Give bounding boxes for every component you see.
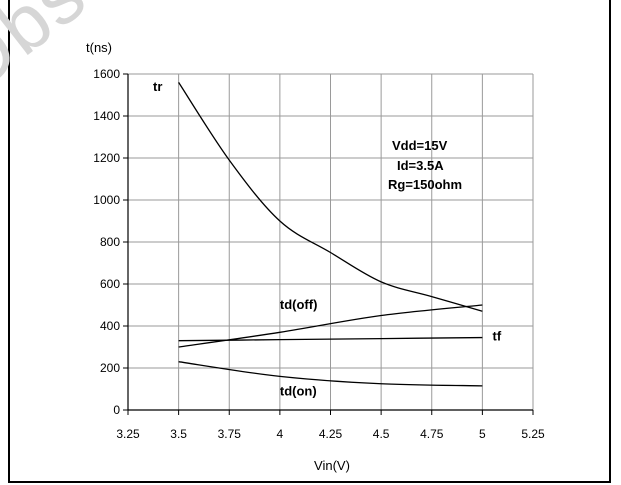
x-tick-label-5.25: 5.25 (521, 427, 545, 441)
x-tick-label-3.25: 3.25 (116, 427, 140, 441)
series-label-tdoff: td(off) (280, 297, 318, 312)
x-tick-label-4.75: 4.75 (420, 427, 444, 441)
series-line-tf (178, 336, 483, 342)
x-tick-label-4.25: 4.25 (319, 427, 343, 441)
y-tick-label-1200: 1200 (93, 151, 120, 165)
y-tick-label-600: 600 (100, 277, 120, 291)
x-tick-label-4.5: 4.5 (373, 427, 390, 441)
tick-labels: 3.25 3.5 3.75 4 4.25 4.5 4.75 5 5.25 0 200 400 600 80… (93, 67, 545, 441)
annotation-vdd: Vdd=15V (392, 138, 448, 153)
series-line-tr (178, 82, 483, 312)
y-tick-label-200: 200 (100, 361, 120, 375)
y-axis-label: t(ns) (86, 40, 112, 55)
y-tick-label-0: 0 (113, 403, 120, 417)
y-tick-label-400: 400 (100, 319, 120, 333)
series-labels: tr td(off) tf td(on) (153, 79, 502, 398)
x-tick-label-3.5: 3.5 (170, 427, 187, 441)
axes (123, 73, 534, 415)
y-tick-label-1000: 1000 (93, 193, 120, 207)
series-lines (178, 82, 483, 387)
series-label-tr: tr (153, 79, 162, 94)
y-tick-label-800: 800 (100, 235, 120, 249)
series-line-tdon (178, 361, 483, 387)
annotation-id: Id=3.5A (397, 158, 444, 173)
y-tick-label-1400: 1400 (93, 109, 120, 123)
series-label-tdon: td(on) (280, 383, 317, 398)
x-tick-label-4: 4 (277, 427, 284, 441)
x-tick-label-3.75: 3.75 (218, 427, 242, 441)
x-axis-label: Vin(V) (314, 458, 350, 473)
annotation-rg: Rg=150ohm (388, 177, 462, 192)
conditions-annotation: Vdd=15V Id=3.5A Rg=150ohm (388, 138, 462, 192)
y-tick-label-1600: 1600 (93, 67, 120, 81)
x-tick-label-5: 5 (479, 427, 486, 441)
series-label-tf: tf (493, 329, 502, 344)
figure-frame (8, 0, 611, 483)
grid (128, 73, 534, 410)
